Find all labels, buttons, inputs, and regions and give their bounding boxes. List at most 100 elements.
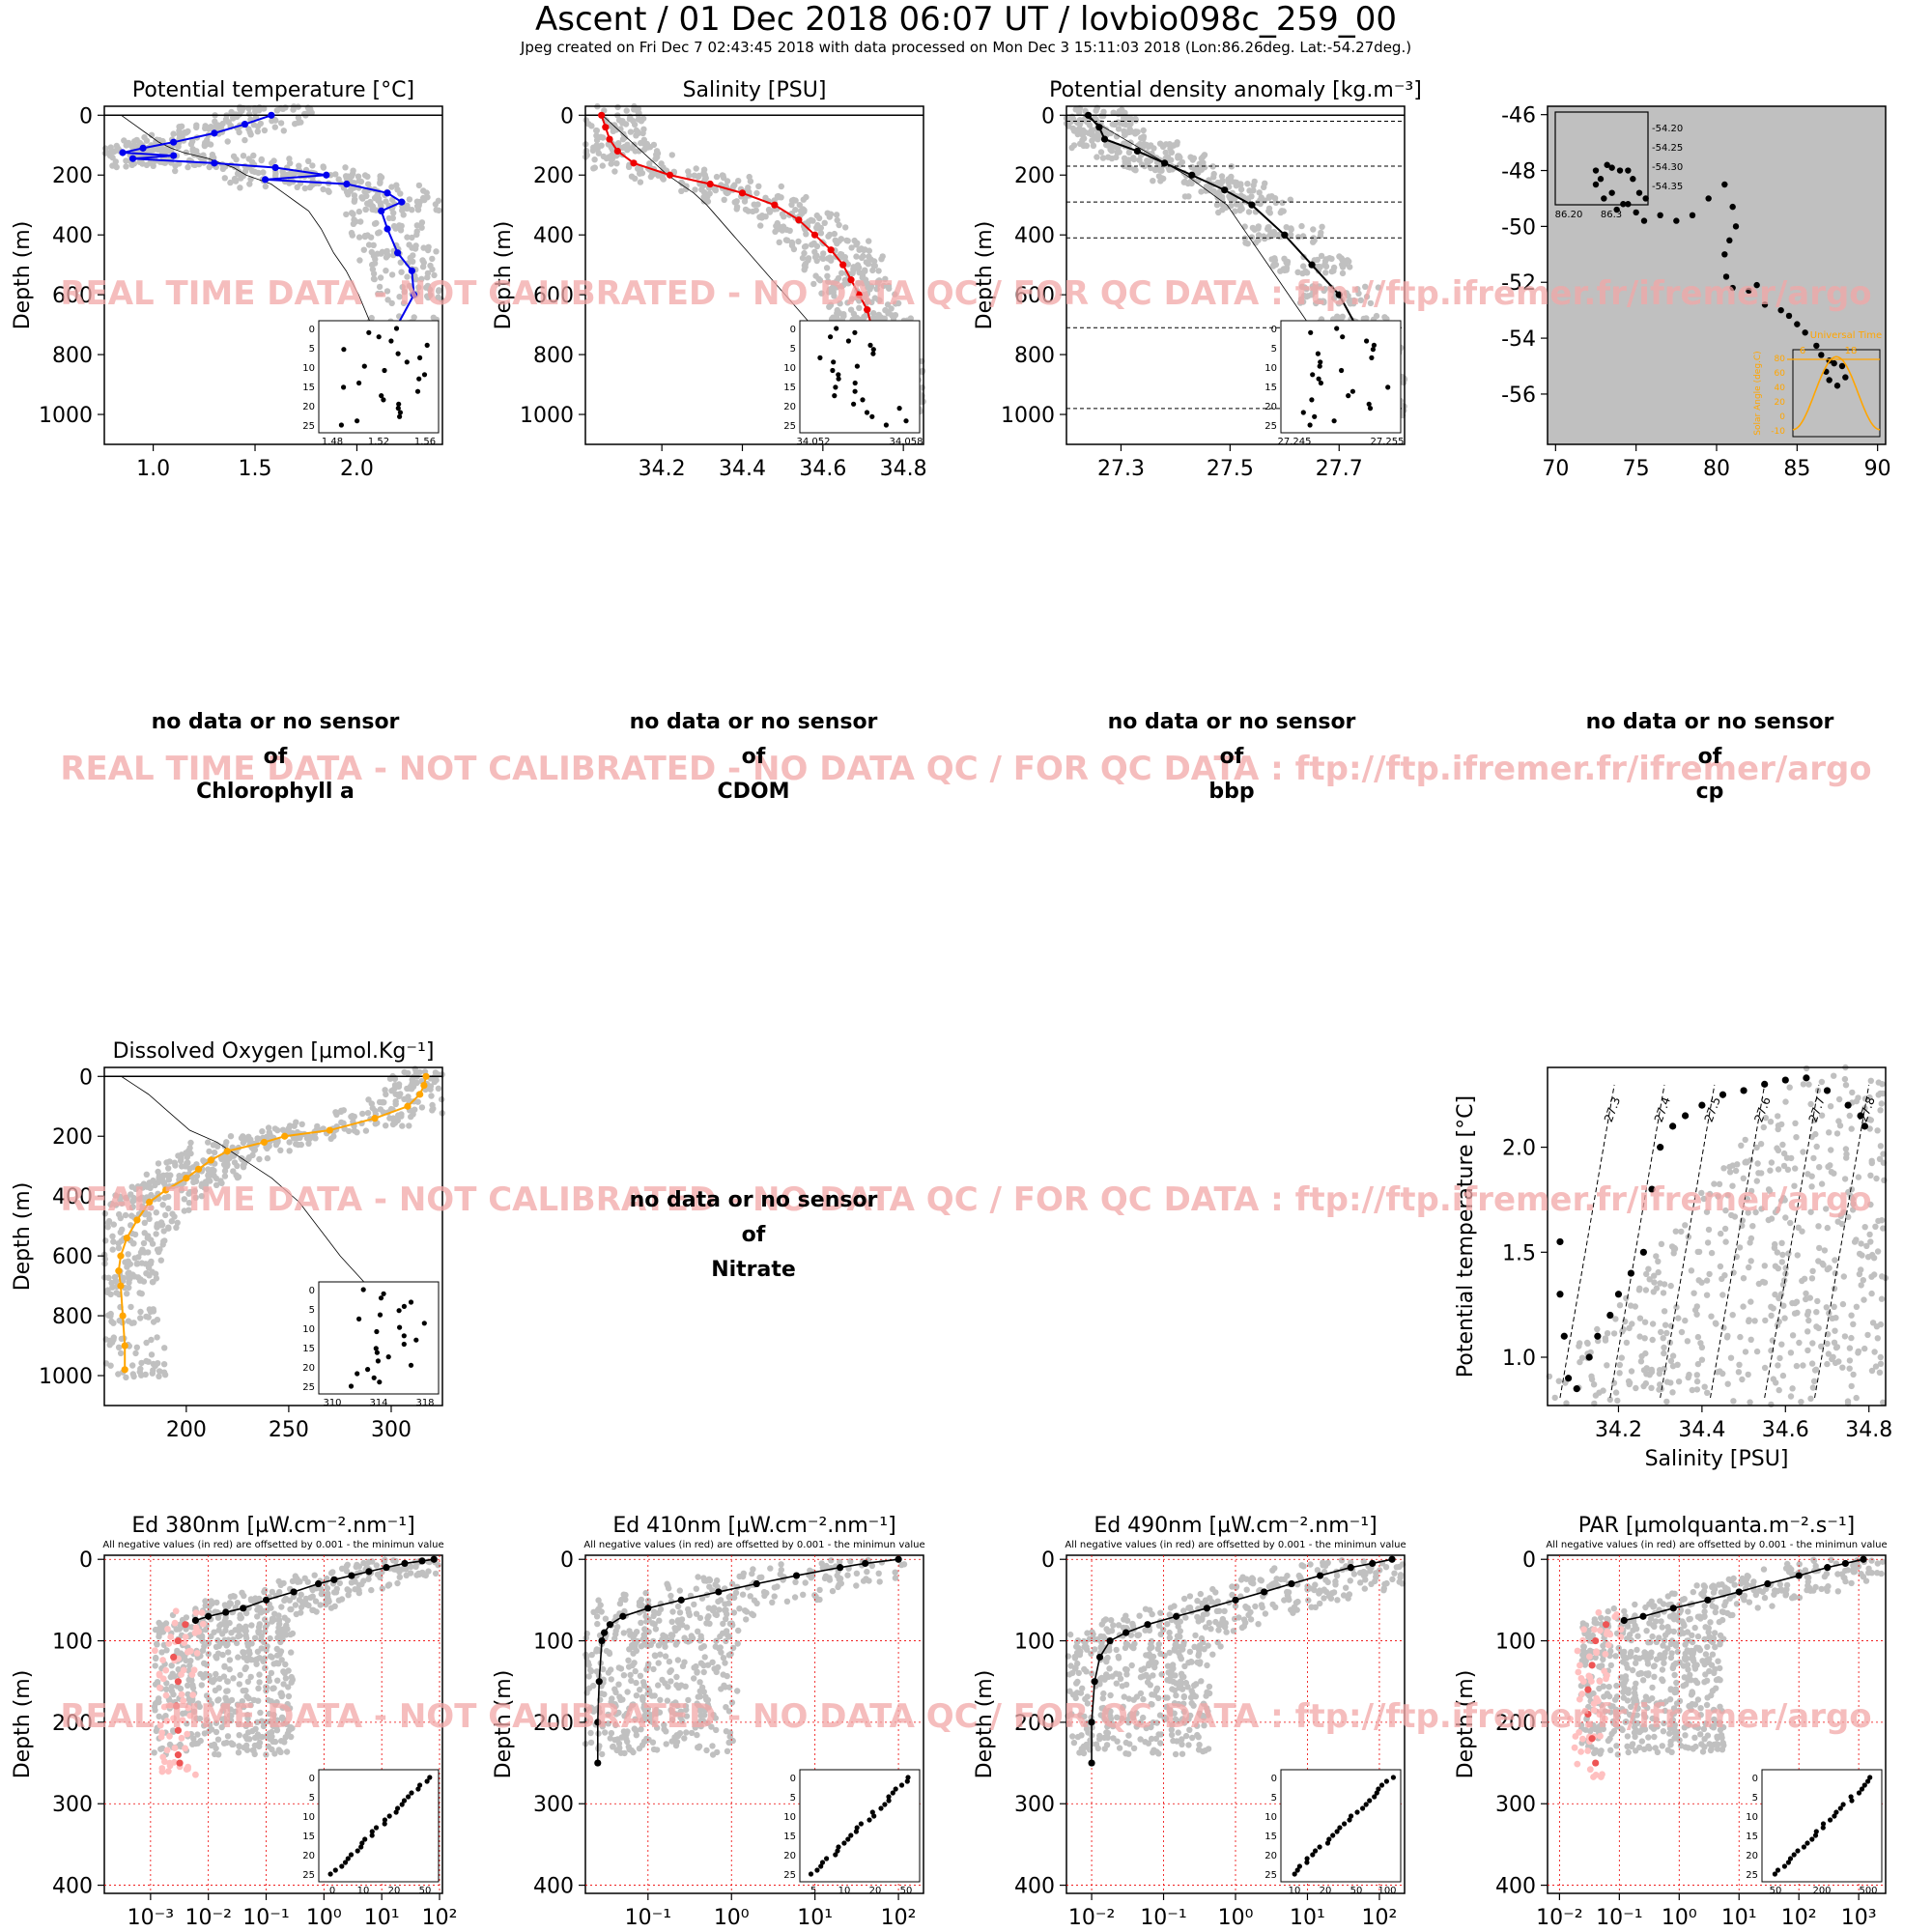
climatology-point (1073, 127, 1081, 134)
climatology-point (1612, 1389, 1620, 1396)
climatology-point (895, 299, 902, 307)
climatology-point (582, 117, 589, 124)
climatology-point (248, 1622, 255, 1629)
climatology-point (1628, 1368, 1635, 1375)
inset-point (1331, 418, 1337, 424)
climatology-point (1642, 1350, 1649, 1357)
climatology-point (377, 1106, 384, 1113)
climatology-point (745, 185, 752, 191)
climatology-point (1800, 1362, 1806, 1369)
profile-point (1100, 135, 1109, 143)
negative-cloud-point (182, 1745, 189, 1752)
climatology-point (210, 1142, 217, 1149)
climatology-point (392, 1100, 399, 1108)
climatology-point (620, 1672, 628, 1679)
climatology-point (237, 1671, 243, 1679)
profile-point (630, 159, 638, 167)
climatology-point (668, 152, 675, 158)
inset-y-tick-label: 15 (302, 1832, 315, 1842)
climatology-point (435, 1085, 442, 1093)
trajectory-point (1640, 217, 1648, 224)
climatology-point (370, 270, 378, 277)
climatology-point (1775, 1147, 1782, 1154)
climatology-point (663, 1741, 669, 1747)
climatology-point (1739, 1376, 1746, 1383)
climatology-point (435, 197, 442, 204)
climatology-point (156, 1619, 162, 1627)
climatology-point (1660, 1290, 1667, 1296)
climatology-point (1219, 207, 1226, 213)
climatology-point (773, 222, 780, 230)
climatology-point (345, 1592, 352, 1599)
zoom-inset-x-tick-label: 86.20 (1555, 210, 1583, 220)
climatology-point (136, 1277, 144, 1284)
climatology-point (281, 1739, 288, 1746)
inset-point (1346, 393, 1351, 399)
climatology-point (703, 1620, 710, 1627)
climatology-point (113, 163, 120, 171)
y-tick-label: 200 (533, 164, 574, 188)
climatology-point (413, 1079, 420, 1087)
climatology-point (365, 242, 373, 248)
profile-point (771, 201, 779, 209)
inset-point (366, 329, 372, 335)
climatology-point (377, 274, 384, 281)
climatology-point (594, 145, 601, 153)
climatology-point (199, 1647, 207, 1654)
climatology-point (1670, 1250, 1677, 1257)
climatology-point (635, 116, 642, 123)
climatology-point (1682, 1317, 1689, 1324)
climatology-point (167, 1673, 174, 1681)
climatology-point (659, 1676, 666, 1684)
inset-x-tick-label: 314 (369, 1398, 387, 1408)
profile-point (207, 1156, 214, 1164)
climatology-point (223, 1688, 230, 1694)
profile-point (666, 171, 674, 179)
climatology-point (729, 1737, 736, 1745)
inset-point (360, 1287, 366, 1293)
climatology-point (830, 288, 837, 295)
climatology-point (776, 239, 782, 245)
climatology-point (1872, 1223, 1879, 1231)
inset-point (396, 1308, 402, 1314)
climatology-point (1344, 257, 1351, 264)
climatology-point (225, 1649, 232, 1656)
x-tick-label: 27.3 (1097, 457, 1145, 481)
profile-point (260, 1138, 269, 1147)
inset-y-tick-label: 10 (302, 1324, 315, 1335)
climatology-point (653, 1747, 661, 1753)
climatology-point (288, 170, 295, 177)
climatology-point (1866, 1231, 1873, 1238)
inset-point (1369, 355, 1375, 360)
climatology-point (255, 1685, 262, 1692)
climatology-point (236, 1743, 242, 1750)
climatology-point (311, 1572, 318, 1578)
climatology-point (236, 111, 243, 118)
climatology-point (335, 1597, 343, 1604)
profile-point (827, 246, 835, 254)
climatology-point (1094, 154, 1100, 160)
climatology-point (276, 1621, 283, 1628)
inset-point (382, 1821, 387, 1827)
inset-y-tick-label: 25 (302, 1870, 315, 1881)
climatology-point (241, 1627, 247, 1634)
climatology-point (1625, 1378, 1633, 1385)
climatology-point (310, 1606, 317, 1614)
ts-point (1719, 1091, 1727, 1098)
climatology-point (230, 1593, 237, 1600)
climatology-point (636, 148, 642, 155)
profile-point (384, 225, 391, 233)
y-tick-label: 1.0 (1502, 1347, 1536, 1371)
trajectory-point (1813, 342, 1820, 350)
climatology-point (264, 1621, 270, 1628)
climatology-point (102, 1237, 109, 1244)
climatology-point (650, 1665, 657, 1673)
inset-point (867, 342, 873, 348)
climatology-point (384, 297, 391, 303)
climatology-point (245, 126, 252, 132)
climatology-point (388, 271, 396, 278)
climatology-point (394, 1579, 401, 1587)
climatology-point (618, 1596, 625, 1604)
climatology-point (309, 162, 316, 169)
